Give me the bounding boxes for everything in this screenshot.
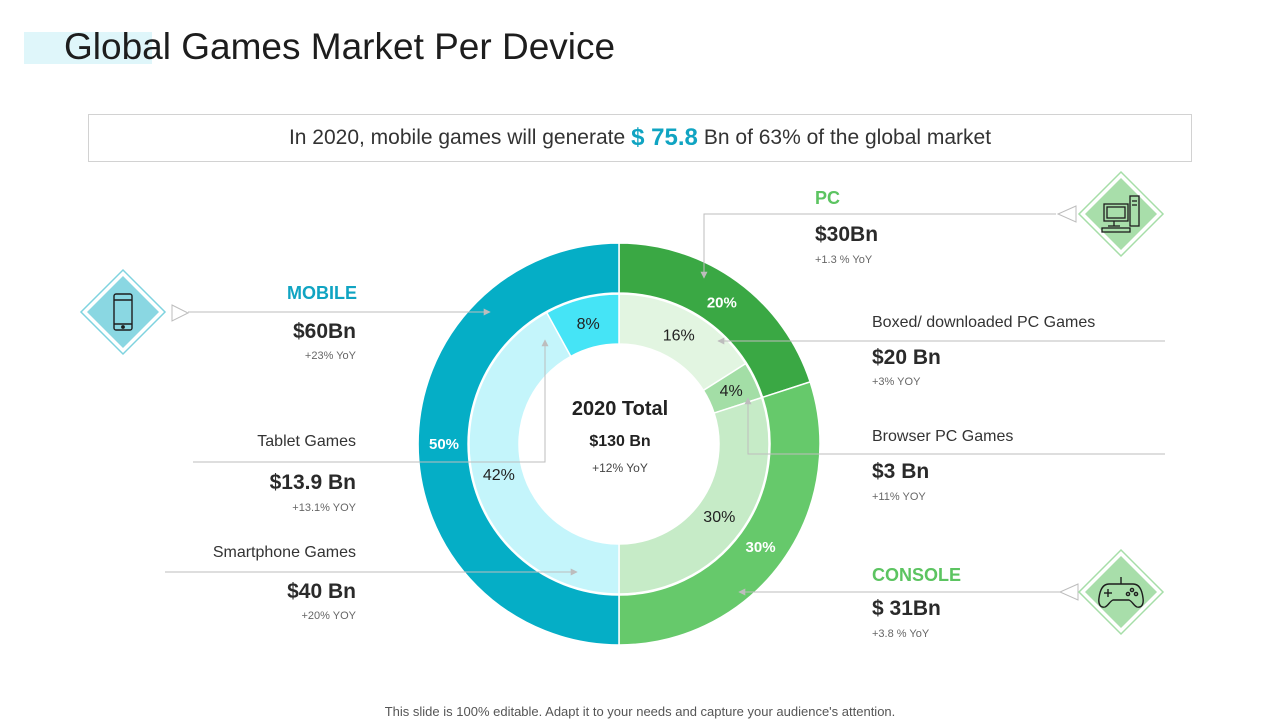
gamepad-icon bbox=[1098, 577, 1144, 608]
donut-center: 2020 Total $130 Bn +12% YoY bbox=[520, 398, 720, 475]
tablet-yoy: +13.1% YOY bbox=[292, 502, 356, 514]
boxed-name: Boxed/ downloaded PC Games bbox=[872, 314, 1096, 331]
boxed-value: $20 Bn bbox=[872, 346, 941, 369]
inner-ring-slice-console bbox=[618, 396, 770, 595]
headline-prefix: In 2020, mobile games will generate bbox=[288, 126, 626, 149]
donut-center-yoy: +12% YoY bbox=[592, 461, 648, 475]
inner-ring-label-boxed-downloaded-pc-games: 16% bbox=[663, 327, 695, 344]
inner-ring-slice-tablet-games bbox=[545, 293, 620, 358]
console-pointer bbox=[1058, 583, 1079, 601]
smartphone-icon bbox=[113, 293, 133, 331]
console-yoy: +3.8 % YoY bbox=[872, 628, 930, 640]
footer-note: This slide is 100% editable. Adapt it to… bbox=[384, 704, 896, 719]
inner-ring-label-console: 30% bbox=[703, 509, 735, 526]
inner-ring-label-browser-pc-games: 4% bbox=[720, 383, 743, 400]
outer-ring bbox=[417, 242, 821, 646]
page-title: Global Games Market Per Device bbox=[64, 26, 616, 67]
inner-ring-label-smartphone-games: 42% bbox=[483, 467, 515, 484]
smartphone-name: Smartphone Games bbox=[212, 544, 356, 561]
donut-center-title: 2020 Total bbox=[571, 398, 669, 420]
console-value: $ 31Bn bbox=[872, 597, 941, 620]
console-icon-badge bbox=[1077, 548, 1165, 636]
slice-labels: 20% 30% 50% 16% 4% 30% 42% 8% bbox=[429, 294, 776, 555]
outer-ring-label-console: 30% bbox=[746, 539, 776, 556]
mobile-yoy: +23% YoY bbox=[304, 350, 356, 362]
pc-category: PC bbox=[815, 188, 841, 208]
pc-icon-badge bbox=[1077, 170, 1165, 258]
inner-ring-label-tablet-games: 8% bbox=[577, 316, 600, 333]
title-accent-bar bbox=[24, 32, 152, 64]
console-category: CONSOLE bbox=[872, 565, 962, 585]
mobile-icon-badge bbox=[79, 268, 167, 356]
headline-amount: $ 75.8 bbox=[631, 124, 698, 151]
tablet-value: $13.9 Bn bbox=[269, 471, 356, 494]
browser-connector bbox=[744, 397, 1165, 455]
boxed-yoy: +3% YOY bbox=[872, 376, 921, 388]
mobile-pointer bbox=[171, 304, 190, 322]
outer-ring-label-pc: 20% bbox=[707, 294, 737, 311]
browser-name: Browser PC Games bbox=[872, 428, 1014, 445]
smartphone-value: $40 Bn bbox=[287, 580, 356, 603]
desktop-computer-icon bbox=[1101, 195, 1140, 233]
pc-value: $30Bn bbox=[815, 223, 879, 246]
donut-center-total: $130 Bn bbox=[589, 433, 651, 450]
browser-yoy: +11% YOY bbox=[872, 491, 926, 503]
inner-ring-slice-smartphone-games bbox=[468, 311, 620, 595]
pc-yoy: +1.3 % YoY bbox=[815, 254, 873, 266]
mobile-category: MOBILE bbox=[287, 283, 357, 303]
headline-suffix: Bn of 63% of the global market bbox=[703, 126, 992, 149]
headline-box: In 2020, mobile games will generate $ 75… bbox=[88, 114, 1192, 162]
pc-pointer bbox=[1056, 205, 1077, 223]
outer-ring-label-mobile: 50% bbox=[429, 436, 459, 453]
pc-connector bbox=[700, 213, 1056, 279]
tablet-connector bbox=[193, 339, 549, 463]
tablet-name: Tablet Games bbox=[257, 433, 356, 450]
outer-ring-slice-console bbox=[618, 380, 821, 646]
smartphone-yoy: +20% YOY bbox=[301, 610, 356, 622]
browser-value: $3 Bn bbox=[872, 460, 930, 483]
mobile-value: $60Bn bbox=[292, 320, 356, 343]
